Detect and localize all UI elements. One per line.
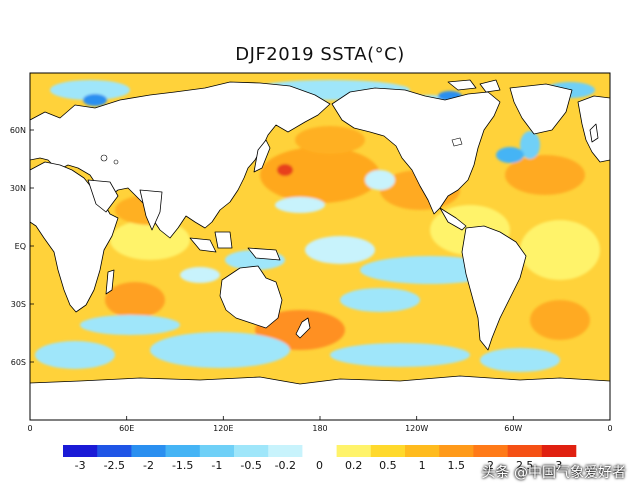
lon-tick-label: 180: [312, 424, 327, 433]
colorbar-swatch: [63, 445, 98, 457]
colorbar-swatch: [234, 445, 269, 457]
colorbar-swatch: [165, 445, 201, 457]
arabia-land: [87, 179, 119, 213]
continents: [30, 79, 610, 351]
arctic-islands-land-2: [479, 79, 501, 93]
colorbar-label: 0: [316, 459, 323, 472]
colorbar-swatch: [302, 445, 337, 457]
colorbar-label: -0.5: [240, 459, 261, 472]
greenland-land: [509, 83, 573, 135]
colorbar: -3 -2.5 -2 -1.5 -1 -0.5 -0.2 0 0.2 0.5 1 1.5 2 2.5 3: [63, 445, 577, 472]
lon-tick-label: 120E: [213, 424, 233, 433]
sea-islands-land: [189, 237, 217, 253]
lon-ticks: [29, 416, 611, 420]
lat-ticks: [30, 129, 34, 363]
lon-tick-label: 0: [607, 424, 612, 433]
colorbar-swatch: [541, 445, 577, 457]
colorbar-label: -2: [143, 459, 154, 472]
india-land: [139, 189, 163, 231]
lat-tick-label: 30S: [11, 300, 26, 309]
uk-land: [589, 123, 599, 143]
colorbar-label: -3: [75, 459, 86, 472]
lon-tick-label: 0: [27, 424, 32, 433]
south-america-land: [461, 225, 527, 351]
north-america-land: [331, 87, 501, 215]
colorbar-label: 3: [555, 459, 562, 472]
colorbar-swatch: [199, 445, 235, 457]
colorbar-swatch: [131, 445, 166, 457]
colorbar-label: -2.5: [104, 459, 125, 472]
colorbar-swatch: [268, 445, 303, 457]
colorbar-label: 1: [419, 459, 426, 472]
colorbar-label: -1.5: [172, 459, 193, 472]
colorbar-swatch: [405, 445, 440, 457]
colorbar-swatch: [439, 445, 474, 457]
colorbar-swatch: [97, 445, 132, 457]
japan-land: [253, 139, 271, 173]
colorbar-label: 0.5: [379, 459, 397, 472]
map-title: DJF2019 SSTA(°C): [235, 44, 405, 65]
colorbar-swatch: [507, 445, 543, 457]
lat-tick-label: 60S: [11, 358, 26, 367]
colorbar-label: 0.2: [345, 459, 363, 472]
lon-tick-labels: 0 60E 120E 180 120W 60W 0: [27, 424, 612, 433]
central-america-land: [439, 207, 467, 231]
watermark: 头条 @中国气象爱好者: [481, 465, 626, 481]
lat-tick-label: 30N: [10, 184, 26, 193]
colorbar-label: -0.2: [275, 459, 296, 472]
antarctica-land: [30, 375, 610, 420]
lat-tick-label: EQ: [15, 242, 26, 251]
colorbar-label: 1.5: [448, 459, 466, 472]
lakes: [100, 137, 463, 165]
arctic-islands-land: [447, 79, 477, 91]
lon-tick-label: 60E: [119, 424, 134, 433]
lon-tick-label: 60W: [504, 424, 522, 433]
colorbar-swatch: [473, 445, 508, 457]
colorbar-label: 2.5: [516, 459, 534, 472]
colorbar-swatch: [336, 445, 372, 457]
colorbar-label: -1: [211, 459, 222, 472]
colorbar-swatch: [370, 445, 406, 457]
australia-land: [219, 265, 283, 329]
lat-tick-labels: 60N 30N EQ 30S 60S: [10, 126, 26, 367]
colorbar-label: 2: [487, 459, 494, 472]
lon-tick-label: 120W: [405, 424, 428, 433]
lat-tick-label: 60N: [10, 126, 26, 135]
new-zealand-land: [295, 317, 311, 339]
madagascar-land: [105, 269, 115, 295]
new-guinea-land: [247, 247, 281, 261]
borneo-land: [214, 231, 233, 249]
